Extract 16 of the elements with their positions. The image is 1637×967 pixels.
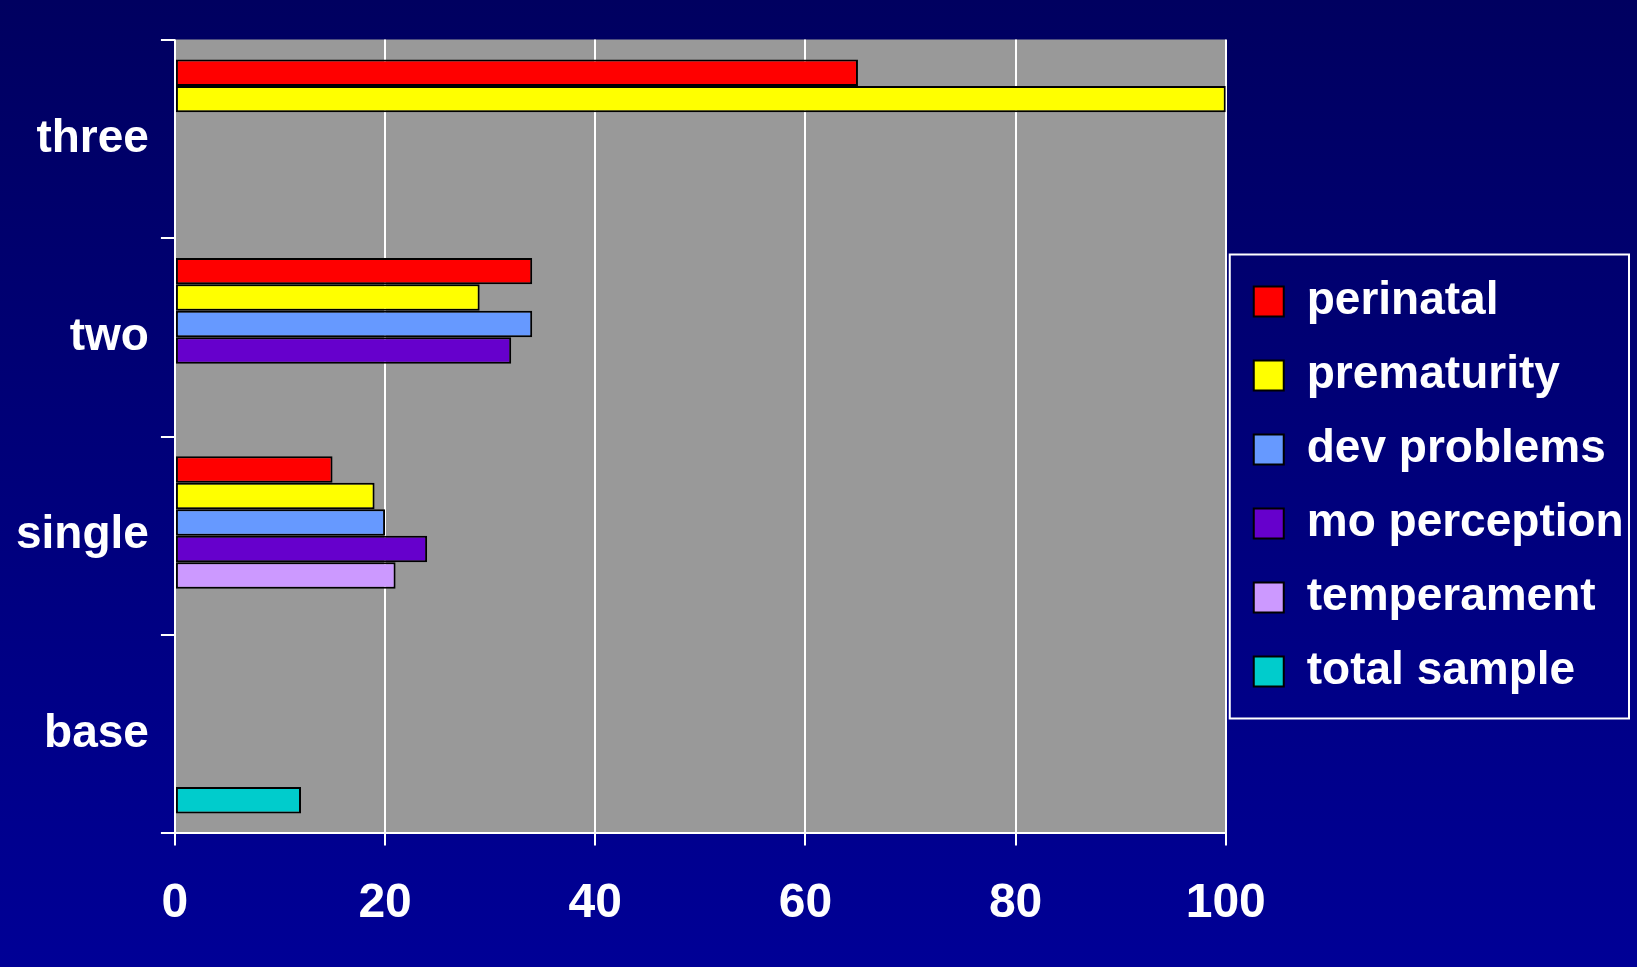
y-tick-label: two [69,307,149,360]
legend-label: temperament [1306,568,1596,621]
legend-label: total sample [1306,642,1576,695]
x-tick-label: 100 [1185,874,1266,928]
x-tick-label: 80 [988,874,1043,928]
legend-label: prematurity [1306,346,1561,399]
y-tick-label: single [15,506,149,559]
x-tick-label: 40 [568,874,622,928]
y-tick-label: three [36,109,149,162]
legend-label: perinatal [1306,272,1499,325]
legend-label: mo perception [1306,494,1624,547]
y-tick-label: base [44,704,149,757]
legend-label: dev problems [1306,420,1606,473]
x-tick-label: 60 [778,874,833,928]
x-tick-label: 0 [161,874,189,928]
x-tick-label: 20 [358,874,412,928]
